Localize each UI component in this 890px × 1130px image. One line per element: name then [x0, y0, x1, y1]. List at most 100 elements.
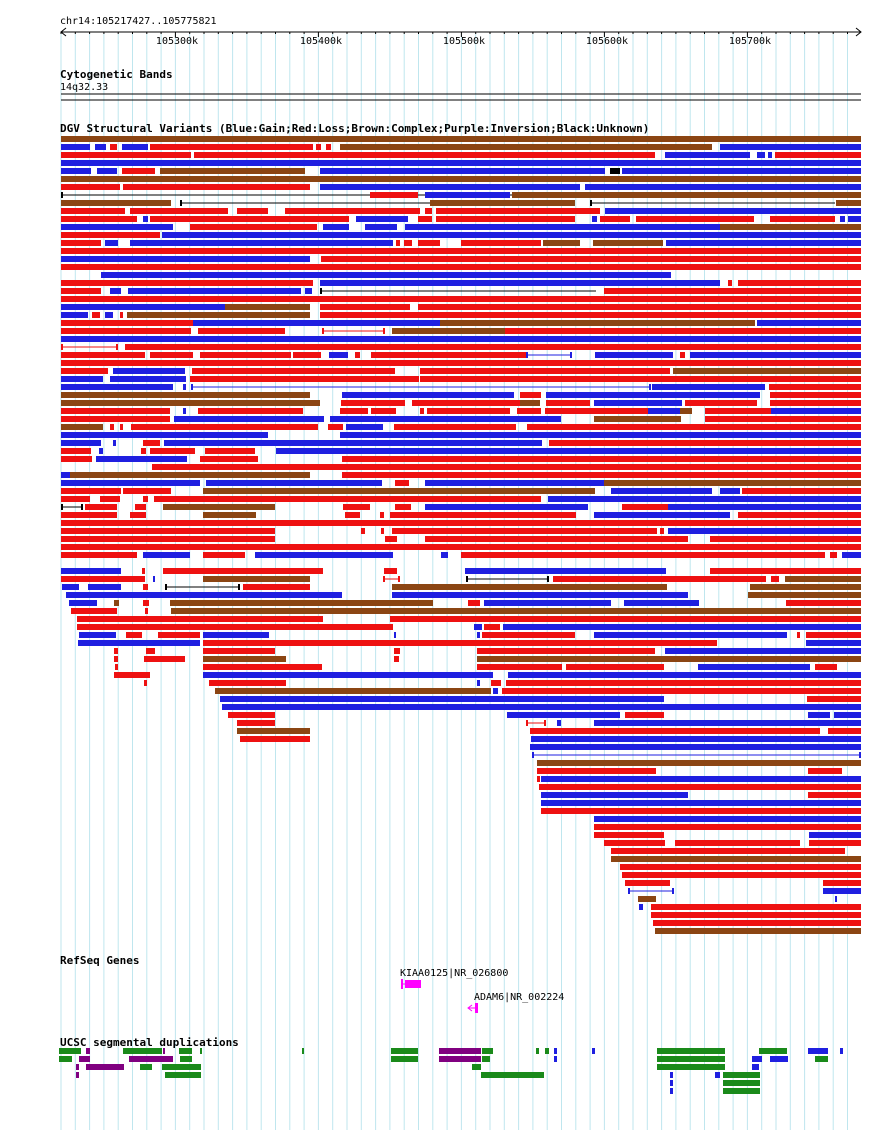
sv-loss[interactable] — [190, 376, 419, 382]
sv-complex[interactable] — [203, 488, 595, 494]
sv-gain[interactable] — [665, 152, 750, 158]
segdup-green[interactable] — [759, 1048, 787, 1054]
sv-loss[interactable] — [341, 400, 405, 406]
sv-loss[interactable] — [158, 632, 200, 638]
sv-loss[interactable] — [61, 320, 193, 326]
sv-loss[interactable] — [425, 208, 432, 214]
sv-gain[interactable] — [834, 712, 861, 718]
sv-loss[interactable] — [198, 328, 285, 334]
sv-loss[interactable] — [61, 280, 313, 286]
sv-gain[interactable] — [622, 168, 861, 174]
sv-loss[interactable] — [539, 784, 861, 790]
sv-unknown[interactable] — [180, 200, 430, 206]
segdup-blue[interactable] — [808, 1048, 828, 1054]
sv-gain[interactable] — [809, 832, 861, 838]
sv-gain[interactable] — [66, 592, 70, 598]
sv-loss[interactable] — [320, 304, 410, 310]
sv-loss[interactable] — [653, 920, 861, 926]
sv-loss[interactable] — [285, 208, 420, 214]
sv-gain[interactable] — [105, 240, 118, 246]
sv-loss[interactable] — [125, 344, 861, 350]
sv-loss[interactable] — [506, 680, 861, 686]
segdup-purple[interactable] — [163, 1048, 165, 1054]
sv-loss[interactable] — [775, 152, 861, 158]
sv-gain[interactable] — [69, 600, 97, 606]
gene-label-adam6[interactable]: ADAM6|NR_002224 — [474, 992, 564, 1003]
sv-loss[interactable] — [340, 408, 368, 414]
sv-gain[interactable] — [101, 272, 671, 278]
sv-loss[interactable] — [192, 368, 395, 374]
sv-unknown[interactable] — [61, 504, 83, 510]
refseq-track-title[interactable]: RefSeq Genes — [60, 954, 139, 967]
sv-gain[interactable] — [594, 400, 682, 406]
sv-gain[interactable] — [808, 712, 830, 718]
sv-gain[interactable] — [665, 648, 861, 654]
segdup-green[interactable] — [162, 1064, 201, 1070]
sv-unknown[interactable] — [165, 584, 240, 590]
sv-loss[interactable] — [383, 576, 400, 582]
sv-loss[interactable] — [194, 152, 655, 158]
sv-loss[interactable] — [143, 440, 160, 446]
sv-gain[interactable] — [477, 680, 480, 686]
sv-loss[interactable] — [553, 576, 766, 582]
segdup-green[interactable] — [472, 1064, 481, 1070]
sv-loss[interactable] — [342, 472, 861, 478]
sv-loss[interactable] — [625, 880, 670, 886]
segdup-green[interactable] — [723, 1072, 760, 1078]
segdup-green[interactable] — [723, 1080, 760, 1086]
sv-gain[interactable] — [342, 392, 514, 398]
segdup-green[interactable] — [657, 1064, 725, 1070]
sv-gain[interactable] — [594, 816, 861, 822]
gene-glyph-kiaa0125[interactable] — [401, 979, 421, 989]
sv-gain[interactable] — [61, 384, 173, 390]
sv-loss[interactable] — [61, 536, 275, 542]
segdup-blue[interactable] — [752, 1064, 759, 1070]
sv-loss[interactable] — [61, 520, 861, 526]
sv-loss[interactable] — [705, 416, 861, 422]
sv-loss[interactable] — [770, 400, 861, 406]
sv-loss[interactable] — [520, 392, 541, 398]
sv-loss[interactable] — [326, 144, 331, 150]
sv-loss[interactable] — [61, 488, 121, 494]
sv-loss[interactable] — [130, 512, 146, 518]
sv-loss[interactable] — [594, 824, 861, 830]
sv-gain[interactable] — [130, 240, 393, 246]
sv-gain[interactable] — [484, 600, 611, 606]
segdup-purple[interactable] — [76, 1072, 79, 1078]
sv-loss[interactable] — [61, 448, 91, 454]
sv-loss[interactable] — [537, 768, 656, 774]
sv-gain[interactable] — [143, 216, 148, 222]
sv-gain[interactable] — [757, 320, 861, 326]
sv-loss[interactable] — [390, 512, 576, 518]
sv-gain[interactable] — [113, 368, 185, 374]
sv-gain[interactable] — [652, 384, 765, 390]
sv-loss[interactable] — [710, 536, 861, 542]
sv-loss[interactable] — [61, 360, 861, 366]
sv-loss[interactable] — [92, 312, 100, 318]
cytoband-track-title[interactable]: Cytogenetic Bands — [60, 68, 173, 81]
sv-gain[interactable] — [320, 280, 720, 286]
sv-loss[interactable] — [342, 456, 861, 462]
sv-loss[interactable] — [806, 632, 861, 638]
sv-gain[interactable] — [594, 512, 730, 518]
sv-loss[interactable] — [146, 648, 155, 654]
sv-gain[interactable] — [105, 312, 113, 318]
sv-loss[interactable] — [200, 456, 258, 462]
sv-gain[interactable] — [757, 152, 765, 158]
sv-complex[interactable] — [225, 304, 310, 310]
sv-loss[interactable] — [396, 240, 400, 246]
segdup-blue[interactable] — [840, 1048, 843, 1054]
sv-loss[interactable] — [505, 328, 861, 334]
sv-loss[interactable] — [200, 352, 291, 358]
sv-gain[interactable] — [88, 584, 121, 590]
segdup-purple[interactable] — [76, 1064, 79, 1070]
sv-complex[interactable] — [655, 928, 861, 934]
sv-gain[interactable] — [628, 888, 674, 894]
sv-gain[interactable] — [70, 592, 342, 598]
sv-complex[interactable] — [750, 584, 861, 590]
sv-complex[interactable] — [440, 320, 755, 326]
segdup-track-title[interactable]: UCSC segmental duplications — [60, 1036, 239, 1049]
sv-loss[interactable] — [604, 288, 861, 294]
sv-gain[interactable] — [206, 480, 382, 486]
sv-gain[interactable] — [546, 392, 760, 398]
